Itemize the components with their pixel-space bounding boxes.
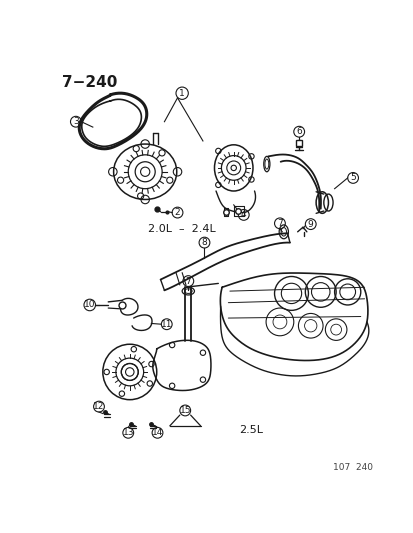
Text: 15: 15 — [179, 406, 190, 415]
Text: 7: 7 — [185, 277, 191, 286]
Text: 2: 2 — [174, 208, 180, 217]
Text: 12: 12 — [93, 402, 104, 411]
Text: 9: 9 — [307, 220, 313, 229]
Text: 11: 11 — [161, 320, 172, 329]
Text: 107  240: 107 240 — [332, 463, 372, 472]
Text: 8: 8 — [201, 238, 207, 247]
Text: 5: 5 — [349, 173, 355, 182]
Text: 10: 10 — [84, 301, 95, 310]
Text: 14: 14 — [152, 429, 163, 437]
Text: 2.0L  –  2.4L: 2.0L – 2.4L — [148, 224, 216, 234]
Text: 1: 1 — [179, 88, 185, 98]
Circle shape — [121, 364, 138, 381]
Text: 3: 3 — [73, 117, 78, 126]
Text: 7: 7 — [276, 219, 282, 228]
Text: 7−240: 7−240 — [62, 75, 117, 90]
Text: 4: 4 — [240, 211, 246, 220]
Text: 2.5L: 2.5L — [239, 425, 263, 435]
Text: 6: 6 — [296, 127, 301, 136]
Text: 13: 13 — [122, 429, 134, 437]
